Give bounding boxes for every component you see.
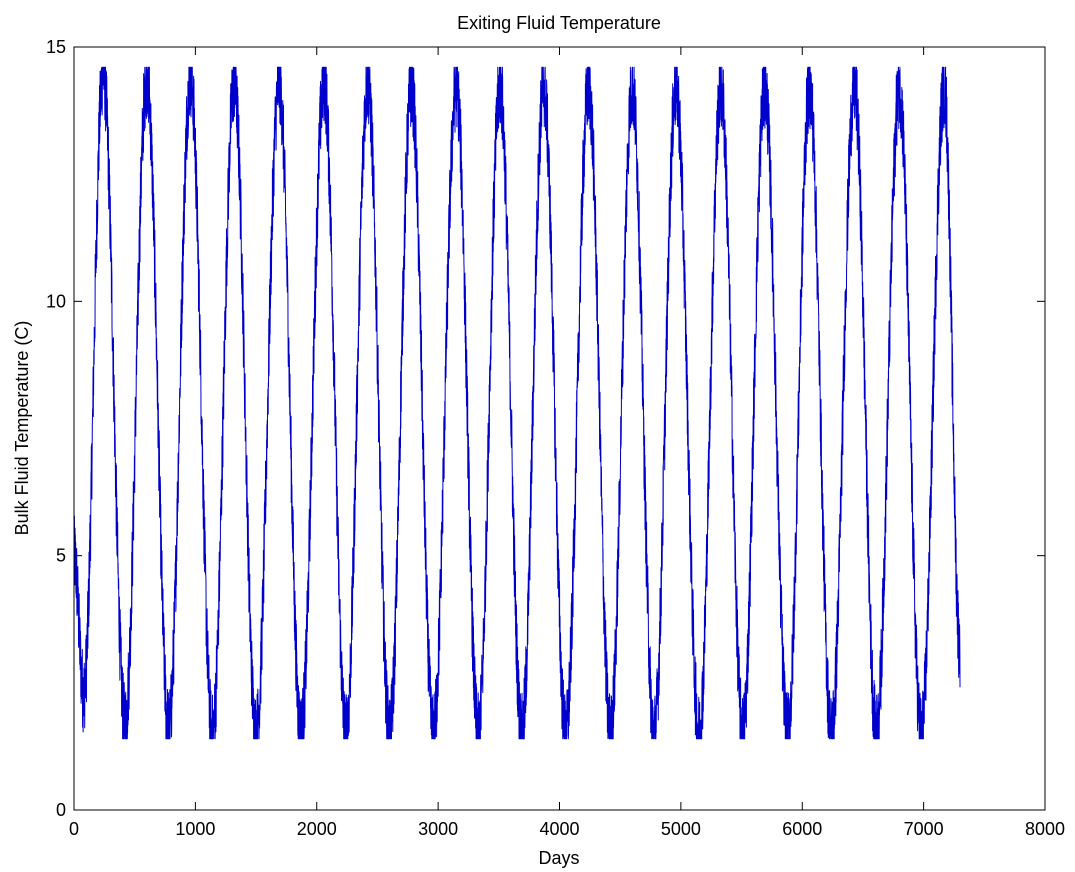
- x-axis-label: Days: [538, 848, 579, 868]
- x-tick-label: 3000: [418, 819, 458, 839]
- x-tick-label: 7000: [904, 819, 944, 839]
- x-tick-label: 6000: [782, 819, 822, 839]
- x-tick-label: 4000: [539, 819, 579, 839]
- tick-layer: 0 1000 2000 3000 4000 5000 6000 7000 8000 0 5 10 15: [46, 37, 1065, 839]
- y-tick-label: 0: [56, 800, 66, 820]
- y-tick-label: 10: [46, 291, 66, 311]
- y-tick-label: 5: [56, 546, 66, 566]
- chart-title: Exiting Fluid Temperature: [457, 13, 661, 33]
- plot-area: [74, 47, 1045, 810]
- series-line-0: [73, 66, 961, 740]
- x-tick-label: 1000: [175, 819, 215, 839]
- x-tick-label: 0: [69, 819, 79, 839]
- y-axis-label: Bulk Fluid Temperature (C): [12, 321, 32, 536]
- x-tick-label: 8000: [1025, 819, 1065, 839]
- x-tick-label: 5000: [661, 819, 701, 839]
- y-tick-label: 15: [46, 37, 66, 57]
- series-layer: [73, 66, 961, 740]
- x-tick-label: 2000: [297, 819, 337, 839]
